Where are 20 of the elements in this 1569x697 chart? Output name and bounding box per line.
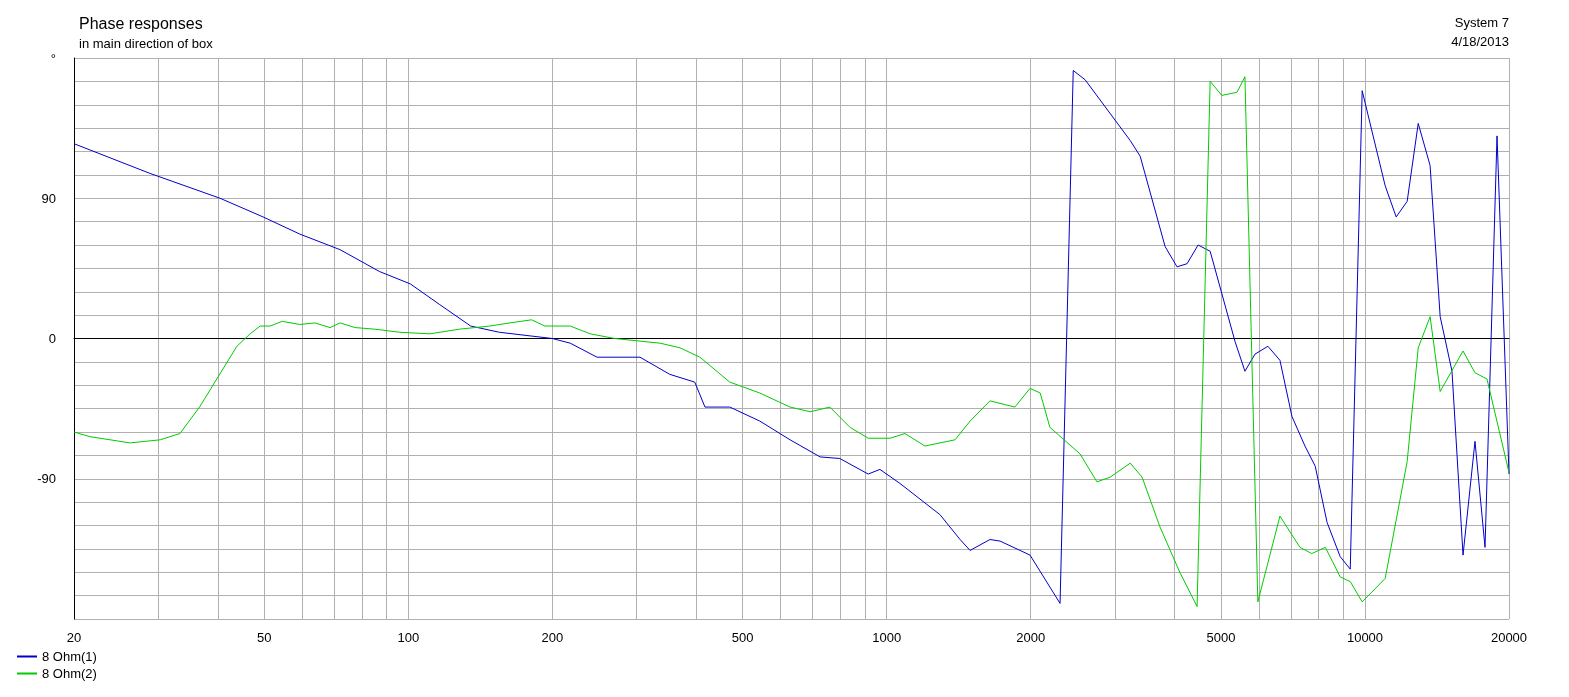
- y-tick-label: -90: [37, 471, 56, 487]
- x-tick-label: 5000: [1206, 630, 1236, 645]
- x-tick-label: 20000: [1490, 630, 1528, 645]
- x-tick-label: 1000: [872, 630, 902, 645]
- x-tick-label: 200: [541, 630, 564, 645]
- x-tick-label: 2000: [1016, 630, 1046, 645]
- x-tick-label: 50: [257, 630, 272, 645]
- x-tick-label: 20: [66, 630, 82, 645]
- legend-label: 8 Ohm(2): [42, 666, 97, 681]
- text: System 7: [1454, 15, 1509, 30]
- y-tick-label: 90: [41, 190, 56, 206]
- y-tick-label: °: [50, 50, 56, 66]
- x-tick-label: 100: [397, 630, 420, 645]
- x-tick-label: 10000: [1346, 630, 1384, 645]
- chart-title: Phase responses: [79, 14, 203, 32]
- chart-subtitle: in main direction of box: [79, 36, 214, 51]
- x-tick-label: 500: [731, 630, 754, 645]
- text: 4/18/2013: [1451, 34, 1509, 49]
- y-tick-label: 0: [48, 331, 56, 346]
- legend-label: 8 Ohm(1): [42, 649, 97, 664]
